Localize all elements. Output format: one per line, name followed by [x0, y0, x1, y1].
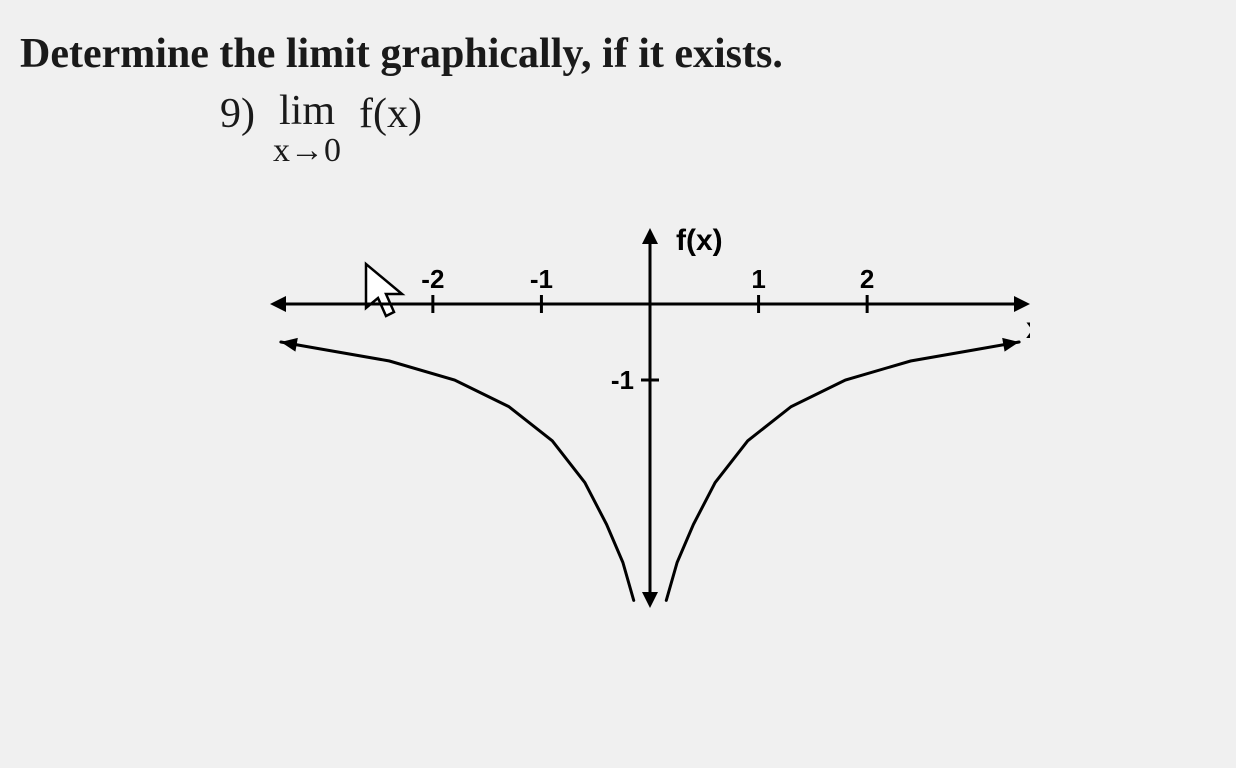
limit-operator: lim: [279, 90, 335, 132]
limit-expression: lim x→0: [273, 90, 341, 168]
svg-text:1: 1: [751, 264, 765, 294]
problem-statement: 9) lim x→0 f(x): [220, 90, 1216, 168]
svg-text:-2: -2: [421, 264, 444, 294]
svg-text:-1: -1: [611, 365, 634, 395]
function-graph: -2 -1 1 2 -1 f(x) x: [270, 228, 1030, 608]
problem-number: 9): [220, 90, 255, 138]
page-title: Determine the limit graphically, if it e…: [20, 30, 1216, 78]
svg-text:x: x: [1026, 312, 1030, 345]
svg-text:-1: -1: [530, 264, 553, 294]
limit-function: f(x): [359, 90, 422, 138]
svg-text:f(x): f(x): [676, 228, 723, 257]
limit-approach: x→0: [273, 134, 341, 168]
svg-text:2: 2: [860, 264, 874, 294]
